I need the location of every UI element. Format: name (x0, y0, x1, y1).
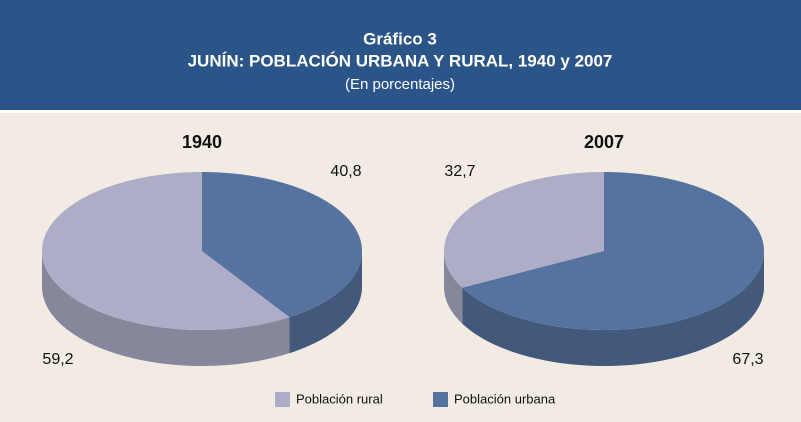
header-band (0, 0, 801, 110)
legend-label: Población urbana (454, 391, 556, 406)
legend-swatch (433, 392, 448, 407)
slice-side (462, 251, 764, 366)
pie-title: 2007 (584, 132, 624, 152)
pie-slice (202, 172, 362, 318)
slice-side (289, 251, 362, 354)
pie-slice (444, 172, 604, 288)
legend-label: Población rural (296, 391, 383, 406)
pie-title: 1940 (182, 132, 222, 152)
slice-side (444, 251, 463, 324)
header-subtitle: (En porcentajes) (345, 76, 455, 93)
header-title: JUNÍN: POBLACIÓN URBANA Y RURAL, 1940 y … (188, 51, 613, 70)
data-label: 40,8 (330, 163, 361, 180)
data-label: 32,7 (444, 163, 475, 180)
header-label: Gráfico 3 (363, 29, 437, 48)
pie-slice (42, 172, 290, 330)
pie-slice (462, 172, 764, 330)
data-label: 59,2 (42, 351, 73, 368)
slice-side (42, 251, 290, 366)
legend-swatch (275, 392, 290, 407)
data-label: 67,3 (732, 351, 763, 368)
